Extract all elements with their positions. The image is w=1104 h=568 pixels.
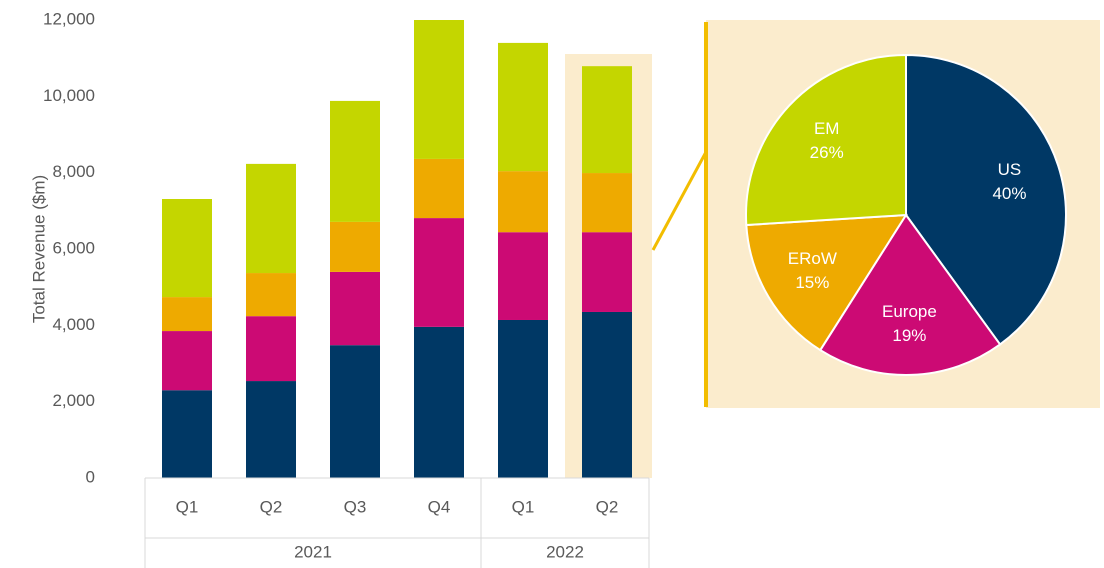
pie-label: ERoW bbox=[788, 249, 837, 268]
pie-slice bbox=[745, 53, 907, 227]
bar-segment bbox=[414, 20, 464, 159]
bar-segment bbox=[162, 331, 212, 391]
pie-label: Europe bbox=[882, 302, 937, 321]
y-axis-label: Total Revenue ($m) bbox=[29, 175, 48, 323]
x-tick-label: Q1 bbox=[512, 497, 535, 516]
group-label: 2021 bbox=[294, 542, 332, 561]
pie-value-label: 19% bbox=[892, 326, 926, 345]
bar-segment bbox=[330, 100, 380, 222]
pie-value-label: 40% bbox=[992, 184, 1026, 203]
bar-segment bbox=[582, 232, 632, 312]
bar-segment bbox=[414, 158, 464, 219]
bar-segment bbox=[582, 311, 632, 478]
y-tick-label: 4,000 bbox=[52, 315, 95, 334]
pie-value-label: 26% bbox=[810, 143, 844, 162]
y-tick-label: 6,000 bbox=[52, 238, 95, 257]
bar-segment bbox=[162, 297, 212, 332]
bar-segment bbox=[246, 381, 296, 478]
bar-segment bbox=[498, 319, 548, 478]
bar-segment bbox=[498, 232, 548, 320]
pie-slice bbox=[905, 53, 1067, 346]
bar-segment bbox=[246, 163, 296, 274]
bar-segment bbox=[330, 221, 380, 272]
x-tick-label: Q3 bbox=[344, 497, 367, 516]
x-tick-label: Q2 bbox=[596, 497, 619, 516]
y-tick-label: 2,000 bbox=[52, 391, 95, 410]
y-tick-label: 12,000 bbox=[43, 9, 95, 28]
bar-segment bbox=[414, 326, 464, 478]
pie-slice bbox=[818, 213, 1002, 377]
pie-label: EM bbox=[814, 119, 840, 138]
pie-label: US bbox=[998, 160, 1022, 179]
bar-segment bbox=[414, 218, 464, 327]
bar-segment bbox=[498, 42, 548, 172]
bar-segment bbox=[246, 273, 296, 317]
x-tick-label: Q2 bbox=[260, 497, 283, 516]
y-tick-label: 0 bbox=[86, 467, 95, 486]
bar-segment bbox=[582, 66, 632, 174]
x-tick-label: Q1 bbox=[176, 497, 199, 516]
bar-segment bbox=[582, 173, 632, 233]
pie-slice bbox=[745, 213, 908, 352]
bar-segment bbox=[330, 271, 380, 346]
x-tick-label: Q4 bbox=[428, 497, 451, 516]
pie-value-label: 15% bbox=[795, 273, 829, 292]
bar-segment bbox=[498, 171, 548, 233]
bar-segment bbox=[330, 345, 380, 478]
bar-segment bbox=[162, 390, 212, 478]
connector bbox=[651, 151, 708, 251]
y-tick-label: 10,000 bbox=[43, 86, 95, 105]
y-tick-label: 8,000 bbox=[52, 162, 95, 181]
bar-segment bbox=[162, 199, 212, 298]
bar-segment bbox=[246, 316, 296, 382]
group-label: 2022 bbox=[546, 542, 584, 561]
